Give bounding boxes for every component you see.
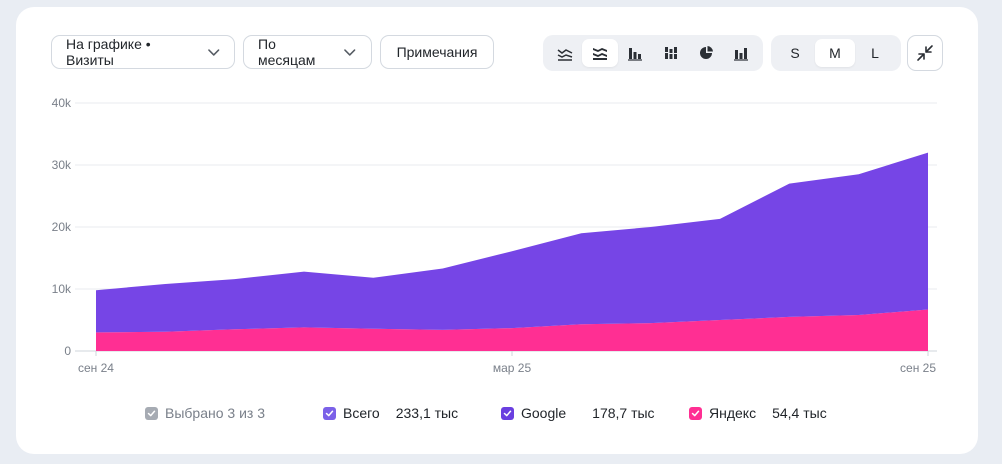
- pie-chart-icon: [699, 46, 713, 59]
- line-chart-type-button[interactable]: [547, 39, 582, 67]
- legend-item-name: Google: [521, 405, 567, 421]
- checkbox-icon: [145, 406, 158, 420]
- checkbox-icon: [323, 406, 336, 420]
- notes-button-label: Примечания: [396, 44, 478, 60]
- column-chart-type-button[interactable]: [724, 39, 759, 67]
- legend-item-yandex[interactable]: Яндекс 54,4 тыс: [689, 405, 827, 421]
- column-chart-icon: [734, 48, 749, 61]
- chart-toolbar: На графике • Визиты По месяцам Примечани…: [51, 35, 494, 71]
- collapse-chart-button[interactable]: [907, 35, 943, 71]
- bar-chart-icon: [628, 48, 643, 61]
- checkbox-icon: [501, 406, 514, 420]
- stacked-area-chart-icon: [592, 48, 607, 60]
- stacked-area-chart: 0 10k 20k 30k 40k сен 24 мар 25 сен 25: [52, 96, 937, 375]
- metric-dropdown-label: На графике • Визиты: [66, 36, 151, 68]
- line-chart-icon: [557, 49, 572, 61]
- y-tick-label: 30k: [52, 158, 72, 172]
- y-tick-label: 10k: [52, 282, 72, 296]
- chart-card: На графике • Визиты По месяцам Примечани…: [16, 7, 978, 454]
- checkbox-icon: [689, 406, 702, 420]
- chevron-down-icon: [344, 49, 356, 56]
- series-area-google: [96, 152, 928, 333]
- chart-size-switcher: S M L: [771, 35, 901, 71]
- legend-item-name: Яндекс: [709, 405, 757, 421]
- legend-item-value: 54,4 тыс: [772, 405, 827, 421]
- collapse-icon: [917, 45, 933, 61]
- chart-type-switcher: [543, 35, 763, 71]
- metric-dropdown[interactable]: На графике • Визиты: [51, 35, 235, 69]
- notes-button[interactable]: Примечания: [380, 35, 494, 69]
- size-m-button[interactable]: M: [815, 39, 855, 67]
- legend-item-google[interactable]: Google 178,7 тыс: [501, 405, 655, 421]
- legend-item-name: Всего: [343, 405, 380, 421]
- bar-chart-type-button[interactable]: [618, 39, 653, 67]
- series-area-yandex: [96, 309, 928, 351]
- x-tick-label: мар 25: [493, 361, 532, 375]
- legend-select-all[interactable]: Выбрано 3 из 3: [145, 405, 265, 421]
- y-tick-label: 20k: [52, 220, 72, 234]
- chart-legend: Выбрано 3 из 3 Всего 233,1 тыс Google 17…: [16, 405, 978, 425]
- x-tick-label: сен 25: [900, 361, 936, 375]
- size-s-button[interactable]: S: [790, 45, 800, 61]
- period-dropdown-label: По месяцам: [258, 36, 316, 68]
- period-dropdown[interactable]: По месяцам: [243, 35, 372, 69]
- legend-item-value: 178,7 тыс: [592, 405, 655, 421]
- chevron-down-icon: [207, 49, 219, 56]
- size-l-button[interactable]: L: [871, 45, 879, 61]
- legend-item-value: 233,1 тыс: [395, 405, 459, 421]
- stacked-bar-chart-type-button[interactable]: [653, 39, 688, 67]
- pie-chart-type-button[interactable]: [688, 39, 723, 67]
- stacked-bar-chart-icon: [664, 47, 677, 59]
- y-tick-label: 0: [64, 344, 71, 358]
- y-tick-label: 40k: [52, 96, 72, 110]
- legend-selected-count: Выбрано 3 из 3: [165, 405, 265, 421]
- x-tick-label: сен 24: [78, 361, 114, 375]
- legend-item-total[interactable]: Всего 233,1 тыс: [323, 405, 458, 421]
- stacked-area-chart-type-button[interactable]: [582, 39, 618, 67]
